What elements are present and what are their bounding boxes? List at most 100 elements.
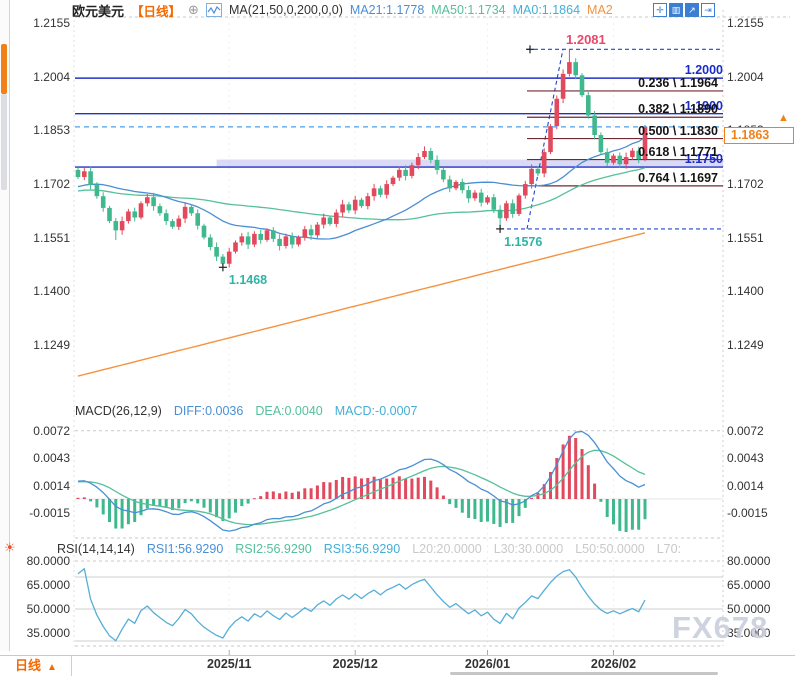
candle-body: [346, 204, 352, 211]
candle-body: [579, 75, 585, 96]
macd-histogram-bar: [259, 496, 263, 499]
candle-body: [541, 152, 547, 174]
candle-body: [340, 204, 345, 213]
candle-body: [94, 184, 100, 197]
macd-histogram-bar: [360, 478, 363, 499]
rsi-l50-label: L50:50.0000: [575, 542, 645, 556]
macd-histogram-bar: [372, 476, 376, 499]
crosshair-icon[interactable]: ✛: [653, 3, 667, 17]
macd-histogram-bar: [152, 499, 156, 506]
candle-body: [447, 179, 452, 189]
chevron-up-icon: ▲: [47, 662, 57, 673]
candle-body: [296, 237, 301, 245]
candle-body: [409, 165, 415, 176]
candle-body: [308, 229, 314, 236]
macd-histogram-bar: [366, 477, 370, 499]
macd-histogram-bar: [322, 482, 326, 499]
macd-histogram-bar: [303, 488, 307, 499]
candle-body: [88, 171, 93, 185]
candle-body: [384, 184, 389, 195]
macd-histogram-bar: [530, 497, 534, 499]
macd-histogram-bar: [555, 457, 559, 499]
ma21-line: [77, 136, 646, 240]
macd-histogram-bar: [189, 499, 193, 502]
macd-histogram-bar: [183, 499, 187, 504]
macd-histogram-bar: [234, 499, 237, 513]
arrow-tool-icon[interactable]: ↗: [685, 3, 699, 17]
candle-body: [289, 236, 295, 245]
candle-body: [560, 73, 566, 99]
candle-body: [573, 62, 578, 76]
candle-body: [277, 238, 282, 246]
indicator-icon[interactable]: [205, 3, 222, 17]
macd-histogram-bar: [265, 491, 269, 499]
macd-header: MACD(26,12,9) DIFF:0.0036 DEA:0.0040 MAC…: [75, 404, 417, 418]
macd-histogram-bar: [108, 499, 111, 523]
macd-histogram-bar: [76, 497, 80, 499]
rsi-l20-label: L20:20.0000: [412, 542, 482, 556]
current-price-tag: 1.1863: [724, 127, 794, 144]
candle-body: [604, 152, 610, 163]
macd-histogram-bar: [309, 488, 313, 499]
candle-body: [145, 197, 150, 204]
macd-histogram-bar: [341, 476, 345, 499]
candle-body: [302, 229, 308, 238]
macd-histogram-bar: [467, 499, 471, 518]
candle-body: [630, 150, 635, 158]
candle-body: [163, 213, 169, 222]
macd-histogram-bar: [164, 499, 168, 508]
candle-body: [535, 168, 541, 174]
macd-histogram-bar: [410, 478, 414, 499]
candle-body: [623, 157, 629, 165]
candle-body: [176, 218, 182, 227]
fit-screen-icon[interactable]: ▥: [669, 3, 683, 17]
scrollbar-thumb[interactable]: [1, 94, 7, 190]
timeframe-tab[interactable]: 日线 ▲: [0, 656, 72, 676]
macd-histogram-bar: [574, 438, 578, 499]
macd-histogram-bar: [511, 499, 515, 523]
add-compare-icon[interactable]: ⊕: [188, 2, 199, 17]
candle-body: [548, 126, 553, 153]
ma50-value: MA50:1.1734: [431, 3, 506, 17]
time-scrollbar[interactable]: [450, 672, 718, 675]
macd-histogram-bar: [290, 492, 294, 499]
macd-histogram-bar: [208, 499, 212, 513]
candle-body: [466, 190, 471, 199]
macd-diff-line: [77, 430, 646, 532]
candle-body: [371, 188, 377, 197]
macd-histogram-bar: [542, 484, 546, 499]
watermark: FX678: [672, 610, 769, 645]
vertical-scrollbar[interactable]: [0, 0, 10, 651]
exit-icon[interactable]: ⇥: [701, 3, 715, 17]
ma200-value: MA2: [587, 3, 613, 17]
macd-histogram-bar: [315, 485, 319, 499]
candle-body: [592, 115, 597, 136]
ma0-value: MA0:1.1864: [512, 3, 581, 17]
macd-histogram-bar: [101, 499, 105, 515]
candle-body: [315, 224, 320, 236]
macd-histogram-bar: [643, 499, 647, 520]
macd-panel: [76, 430, 647, 532]
sun-icon[interactable]: ☀: [4, 540, 16, 555]
candle-body: [195, 213, 200, 226]
rsi-panel: [77, 568, 646, 642]
macd-histogram-bar: [624, 499, 628, 532]
macd-histogram-bar: [227, 499, 231, 519]
rsi-settings-label: RSI(14,14,14): [57, 542, 135, 556]
candle-body: [510, 203, 515, 214]
candle-body: [390, 177, 396, 185]
candle-body: [422, 151, 427, 158]
macd-histogram-bar: [441, 495, 445, 499]
macd-histogram-bar: [284, 491, 288, 499]
candle-body: [82, 171, 87, 177]
candle-body: [226, 251, 232, 264]
scrollbar-range-indicator[interactable]: [1, 44, 7, 94]
candle-body: [598, 135, 604, 153]
candle-body: [189, 206, 194, 214]
macd-histogram-bar: [637, 499, 641, 530]
macd-histogram-bar: [202, 499, 206, 508]
price-up-arrow-icon: ▲: [778, 112, 789, 124]
candle-body: [327, 217, 333, 224]
